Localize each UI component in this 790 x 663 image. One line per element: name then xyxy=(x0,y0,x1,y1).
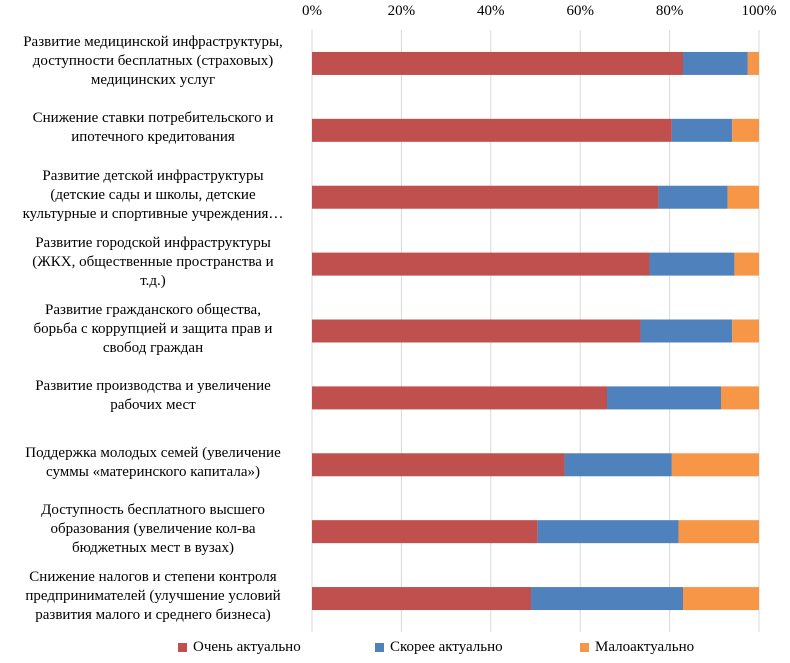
bar-segment-1-row-2 xyxy=(312,118,672,142)
category-label-line: (ЖКХ, общественные пространства и xyxy=(32,253,274,270)
category-label-line: Поддержка молодых семей (увеличение xyxy=(25,444,281,461)
category-label: Развитие детской инфраструктуры (детские … xyxy=(2,167,304,224)
category-label-line: рабочих мест xyxy=(110,396,196,413)
bar-segment-2-row-6 xyxy=(607,386,722,410)
category-label: Развитие городской инфраструктуры (ЖКХ, о… xyxy=(2,234,304,291)
bar-segment-1-row-8 xyxy=(312,520,538,544)
category-label: Доступность бесплатного высшего образован… xyxy=(2,501,304,558)
category-label-line: Доступность бесплатного высшего xyxy=(41,502,265,519)
bar-segment-1-row-6 xyxy=(312,386,608,410)
bar-segment-1-row-3 xyxy=(312,185,659,209)
category-label-line: свобод граждан xyxy=(102,339,204,356)
bar-segment-3-row-6 xyxy=(721,386,759,410)
legend-swatch xyxy=(580,642,589,652)
legend-item: Скорее актуально xyxy=(375,637,503,657)
category-label-line: бюджетных мест в вузах) xyxy=(72,540,234,557)
category-label-line: (детские сады и школы, детские xyxy=(50,186,256,203)
category-label: Развитие производства и увеличение рабочи… xyxy=(2,377,304,415)
category-label: Снижение налогов и степени контроля предп… xyxy=(2,568,304,625)
legend-label: Малоактуально xyxy=(595,639,695,655)
x-tick-label: 100% xyxy=(741,3,777,19)
legend-swatch xyxy=(375,642,384,652)
bar-segment-2-row-8 xyxy=(537,520,679,544)
category-label-line: Развитие детской инфраструктуры xyxy=(42,167,264,184)
bar-segment-3-row-8 xyxy=(678,520,759,544)
category-label-line: Развитие медицинской инфраструктуры, xyxy=(23,33,283,50)
bar-segment-1-row-9 xyxy=(312,587,532,611)
x-tick-label: 20% xyxy=(387,3,416,19)
bar-segment-3-row-2 xyxy=(732,118,759,142)
category-label-line: Развитие городской инфраструктуры xyxy=(35,234,271,251)
category-label-line: борьба с коррупцией и защита прав и xyxy=(33,320,273,337)
category-label-line: Развитие производства и увеличение xyxy=(35,377,271,394)
bar-segment-3-row-7 xyxy=(671,453,759,477)
bar-segment-1-row-4 xyxy=(312,252,650,276)
x-tick-label: 60% xyxy=(566,3,594,19)
category-label-line: предпринимателей (улучшение условий xyxy=(25,588,281,605)
category-label: Развитие медицинской инфраструктуры, дост… xyxy=(2,33,304,90)
bar-segment-3-row-1 xyxy=(747,51,759,75)
category-label-line: Снижение ставки потребительского и xyxy=(32,110,274,127)
bar-segment-2-row-2 xyxy=(671,118,733,142)
bar-segment-2-row-4 xyxy=(649,252,735,276)
bar-segment-3-row-4 xyxy=(734,252,759,276)
category-label-line: суммы «материнского капитала») xyxy=(46,463,260,480)
legend-label: Скорее актуально xyxy=(390,639,503,655)
category-label-line: развития малого и среднего бизнеса) xyxy=(35,607,271,624)
bar-segment-3-row-9 xyxy=(683,587,759,611)
bar-segment-2-row-3 xyxy=(658,185,728,209)
x-tick-label: 80% xyxy=(655,3,684,19)
legend-swatch xyxy=(178,642,187,652)
category-label: Снижение ставки потребительского и ипотеч… xyxy=(2,109,304,147)
bar-segment-1-row-5 xyxy=(312,319,641,343)
category-label-line: культурные и спортивные учреждения… xyxy=(22,205,284,222)
legend-item: Очень актуально xyxy=(178,637,301,657)
category-label-line: ипотечного кредитования xyxy=(71,129,235,146)
category-label-line: т.д.) xyxy=(140,272,166,289)
category-label-line: Снижение налогов и степени контроля xyxy=(29,569,277,586)
x-tick-label: 40% xyxy=(477,3,505,19)
category-label-line: медицинских услуг xyxy=(90,71,216,88)
bar-segment-3-row-3 xyxy=(727,185,759,209)
bar-segment-1-row-1 xyxy=(312,51,684,75)
category-label: Развитие гражданского общества, борьба с … xyxy=(2,301,304,358)
bar-segment-2-row-9 xyxy=(531,587,684,611)
category-label-line: Развитие гражданского общества, xyxy=(45,301,261,318)
category-label-line: образования (увеличение кол-ва xyxy=(50,521,256,538)
bar-segment-2-row-7 xyxy=(564,453,672,477)
legend-item: Малоактуально xyxy=(580,637,694,657)
category-label: Поддержка молодых семей (увеличение суммы… xyxy=(2,444,304,482)
legend: Очень актуально Скорее актуально Малоактуа… xyxy=(0,637,790,661)
bar-segment-2-row-5 xyxy=(640,319,733,343)
legend-label: Очень актуально xyxy=(193,639,301,655)
bar-segment-3-row-5 xyxy=(732,319,759,343)
x-tick-label: 0% xyxy=(302,3,322,19)
category-label-line: доступности бесплатных (страховых) xyxy=(32,52,274,69)
bar-segment-2-row-1 xyxy=(683,51,748,75)
bar-segment-1-row-7 xyxy=(312,453,565,477)
